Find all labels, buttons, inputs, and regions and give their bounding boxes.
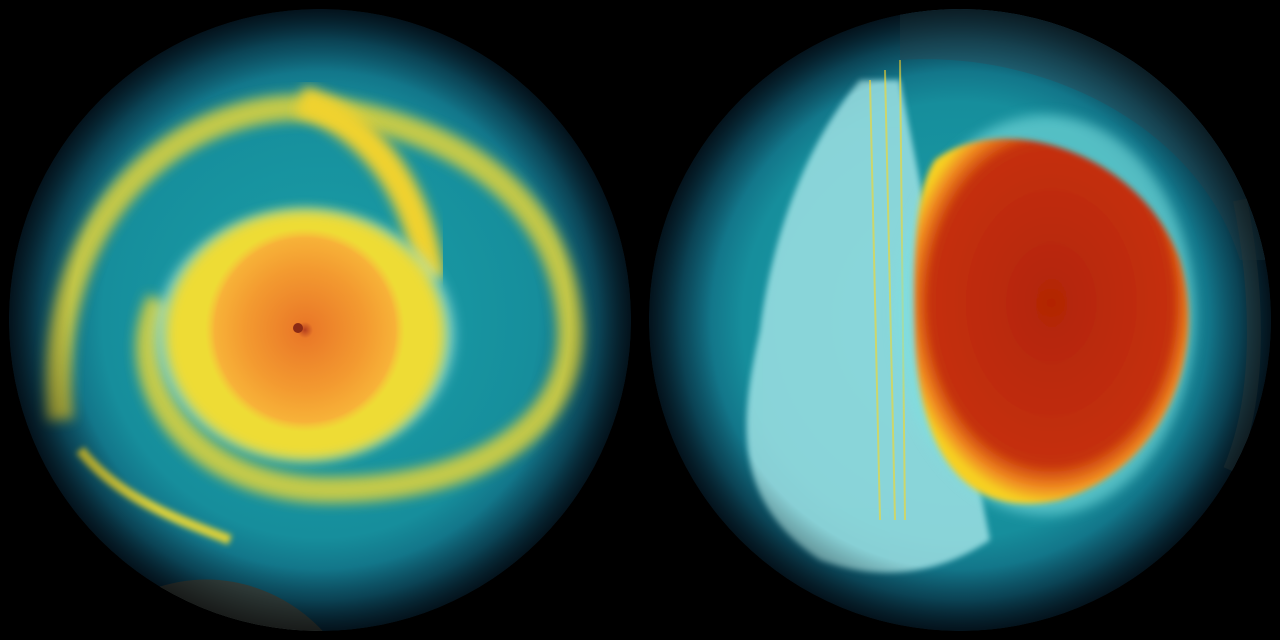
right-globe bbox=[649, 9, 1271, 631]
left-globe bbox=[9, 9, 631, 631]
